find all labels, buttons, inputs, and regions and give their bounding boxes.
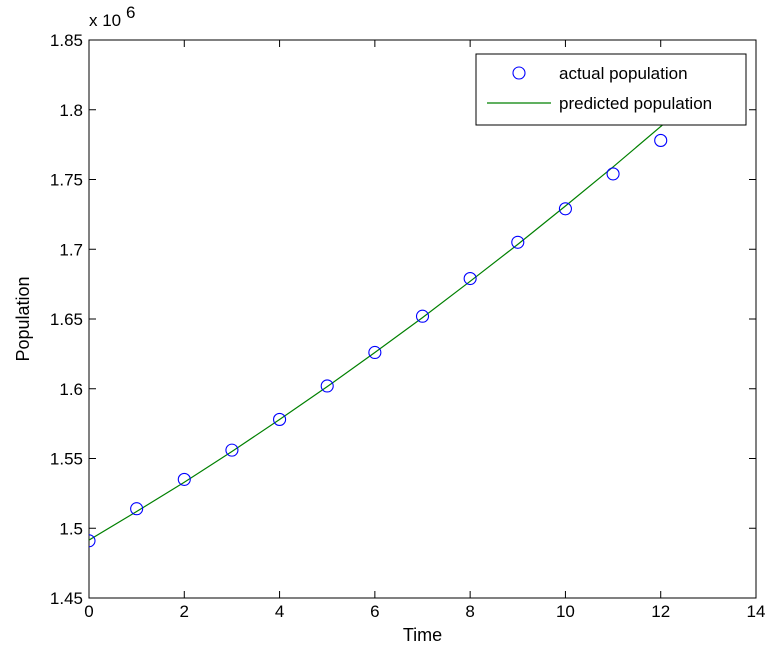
data-point-actual (558, 202, 572, 216)
y-tick-label: 1.65 (50, 310, 83, 329)
data-point-actual (463, 271, 477, 286)
y-multiplier-exponent: 6 (126, 3, 135, 22)
x-tick-label: 12 (651, 602, 670, 621)
x-tick-label: 4 (275, 602, 284, 621)
legend-box (475, 53, 747, 126)
x-tick-label: 14 (747, 602, 765, 621)
x-tick-label: 8 (465, 602, 474, 621)
legend-label: actual population (559, 64, 688, 83)
data-point-actual (273, 412, 287, 426)
y-tick-label: 1.6 (59, 380, 83, 399)
data-point-actual (511, 235, 525, 249)
x-tick-label: 2 (180, 602, 189, 621)
x-axis-label: Time (403, 625, 442, 645)
data-point-actual (606, 167, 620, 181)
x-tick-label: 10 (556, 602, 575, 621)
data-point-actual (654, 133, 668, 147)
plot-content (89, 88, 704, 548)
x-tick-label: 0 (84, 602, 93, 621)
y-tick-label: 1.75 (50, 171, 83, 190)
plot-area-frame (88, 39, 757, 599)
y-tick-label: 1.8 (59, 101, 83, 120)
legend-marker-actual (512, 66, 526, 80)
data-point-actual (89, 534, 96, 548)
y-axis-label: Population (13, 276, 33, 361)
data-point-actual (177, 472, 191, 486)
data-point-actual (225, 443, 239, 457)
x-tick-label: 6 (370, 602, 379, 621)
y-tick-label: 1.5 (59, 519, 83, 538)
legend-label: predicted population (559, 94, 712, 113)
series-line-predicted (89, 88, 704, 541)
y-tick-label: 1.45 (50, 589, 83, 608)
data-point-actual (130, 502, 144, 516)
y-tick-label: 1.55 (50, 450, 83, 469)
y-tick-label: 1.7 (59, 240, 83, 259)
data-point-actual (320, 379, 334, 393)
y-tick-label: 1.85 (50, 31, 83, 50)
data-point-actual (415, 309, 430, 323)
y-multiplier-label: x 10 (89, 11, 121, 30)
data-point-actual (368, 345, 382, 360)
